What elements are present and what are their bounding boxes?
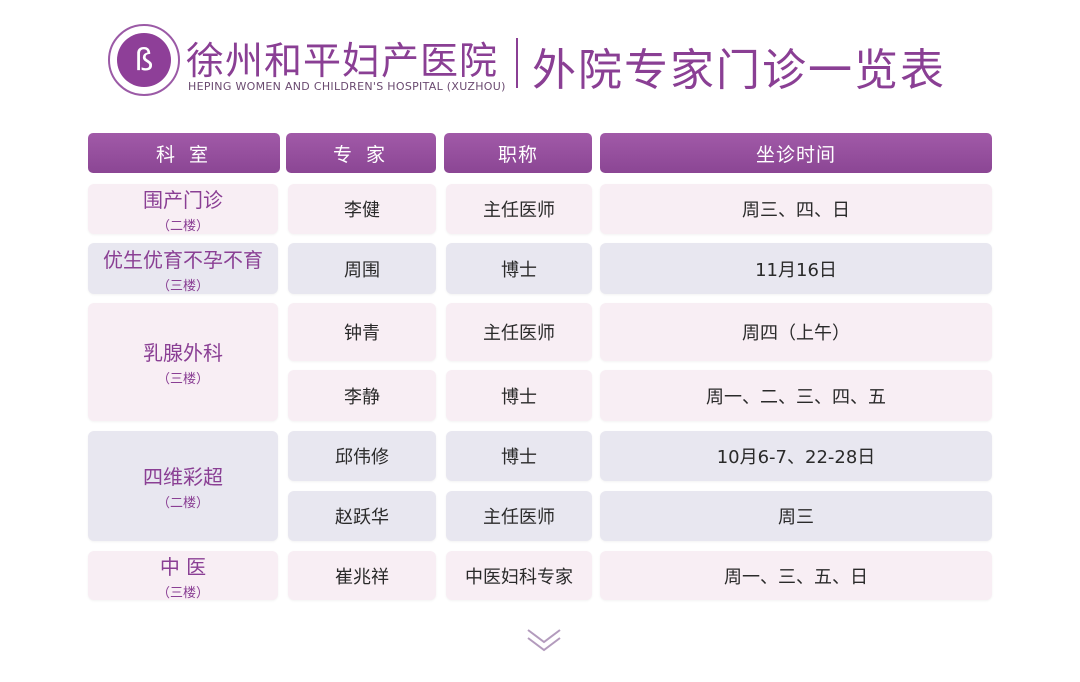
- hospital-name-en: HEPING WOMEN AND CHILDREN'S HOSPITAL (XU…: [188, 80, 506, 93]
- column-header-expert: 专 家: [286, 133, 436, 173]
- time-cell: 周一、三、五、日: [600, 551, 992, 600]
- hospital-logo: ß: [108, 24, 180, 96]
- expert-title: 主任医师: [483, 323, 555, 344]
- expert-name: 赵跃华: [335, 507, 389, 528]
- expert-title: 博士: [501, 386, 537, 408]
- clinic-time: 周三: [778, 507, 814, 528]
- column-header-title: 职称: [444, 133, 592, 173]
- dept-name: 四维彩超: [143, 465, 223, 489]
- title-cell: 中医妇科专家: [446, 551, 592, 600]
- expert-title: 主任医师: [483, 507, 555, 528]
- expert-cell: 周围: [288, 243, 436, 294]
- expert-title: 博士: [501, 259, 537, 281]
- dept-cell: 乳腺外科 （三楼）: [88, 303, 278, 421]
- expert-name: 李静: [344, 386, 380, 408]
- dept-name: 围产门诊: [143, 188, 223, 212]
- clinic-time: 11月16日: [755, 259, 837, 281]
- logo-mark-icon: ß: [117, 33, 171, 87]
- time-cell: 11月16日: [600, 243, 992, 294]
- dept-floor: （二楼）: [156, 219, 209, 234]
- dept-name: 优生优育不孕不育: [103, 247, 263, 272]
- time-cell: 周三、四、日: [600, 184, 992, 234]
- clinic-time: 10月6-7、22-28日: [716, 447, 876, 468]
- dept-cell: 四维彩超 （二楼）: [88, 431, 278, 541]
- expert-title: 中医妇科专家: [465, 566, 573, 588]
- dept-cell: 中 医 （三楼）: [88, 551, 278, 601]
- title-cell: 主任医师: [446, 184, 592, 234]
- chevron-down-icon[interactable]: [524, 626, 564, 656]
- dept-floor: （三楼）: [156, 372, 209, 387]
- clinic-time: 周一、二、三、四、五: [706, 386, 886, 408]
- expert-name: 周围: [344, 259, 380, 281]
- dept-name: 中 医: [159, 554, 207, 579]
- expert-name: 钟青: [344, 323, 380, 344]
- title-cell: 主任医师: [446, 491, 592, 541]
- clinic-time: 周四（上午）: [742, 323, 850, 344]
- column-header-time: 坐诊时间: [600, 133, 992, 173]
- column-header-dept: 科 室: [88, 133, 280, 173]
- expert-name: 崔兆祥: [335, 566, 389, 588]
- dept-floor: （二楼）: [156, 496, 209, 511]
- dept-floor: （三楼）: [156, 278, 209, 294]
- time-cell: 10月6-7、22-28日: [600, 431, 992, 481]
- expert-title: 博士: [501, 447, 537, 468]
- title-cell: 博士: [446, 431, 592, 481]
- dept-name: 乳腺外科: [143, 341, 223, 365]
- expert-name: 李健: [344, 200, 380, 221]
- divider: [516, 38, 518, 88]
- expert-name: 邱伟修: [335, 447, 389, 468]
- title-cell: 博士: [446, 370, 592, 421]
- time-cell: 周一、二、三、四、五: [600, 370, 992, 421]
- page-title: 外院专家门诊一览表: [532, 45, 946, 96]
- title-cell: 主任医师: [446, 303, 592, 361]
- dept-cell: 优生优育不孕不育 （三楼）: [88, 243, 278, 294]
- dept-floor: （三楼）: [156, 585, 209, 601]
- expert-title: 主任医师: [483, 200, 555, 221]
- expert-cell: 李静: [288, 370, 436, 421]
- clinic-time: 周一、三、五、日: [724, 566, 868, 588]
- clinic-time: 周三、四、日: [742, 200, 850, 221]
- expert-cell: 邱伟修: [288, 431, 436, 481]
- expert-cell: 李健: [288, 184, 436, 234]
- expert-cell: 钟青: [288, 303, 436, 361]
- dept-cell: 围产门诊 （二楼）: [88, 184, 278, 234]
- expert-cell: 崔兆祥: [288, 551, 436, 600]
- time-cell: 周三: [600, 491, 992, 541]
- expert-cell: 赵跃华: [288, 491, 436, 541]
- hospital-name: 徐州和平妇产医院: [186, 39, 499, 83]
- title-cell: 博士: [446, 243, 592, 294]
- time-cell: 周四（上午）: [600, 303, 992, 361]
